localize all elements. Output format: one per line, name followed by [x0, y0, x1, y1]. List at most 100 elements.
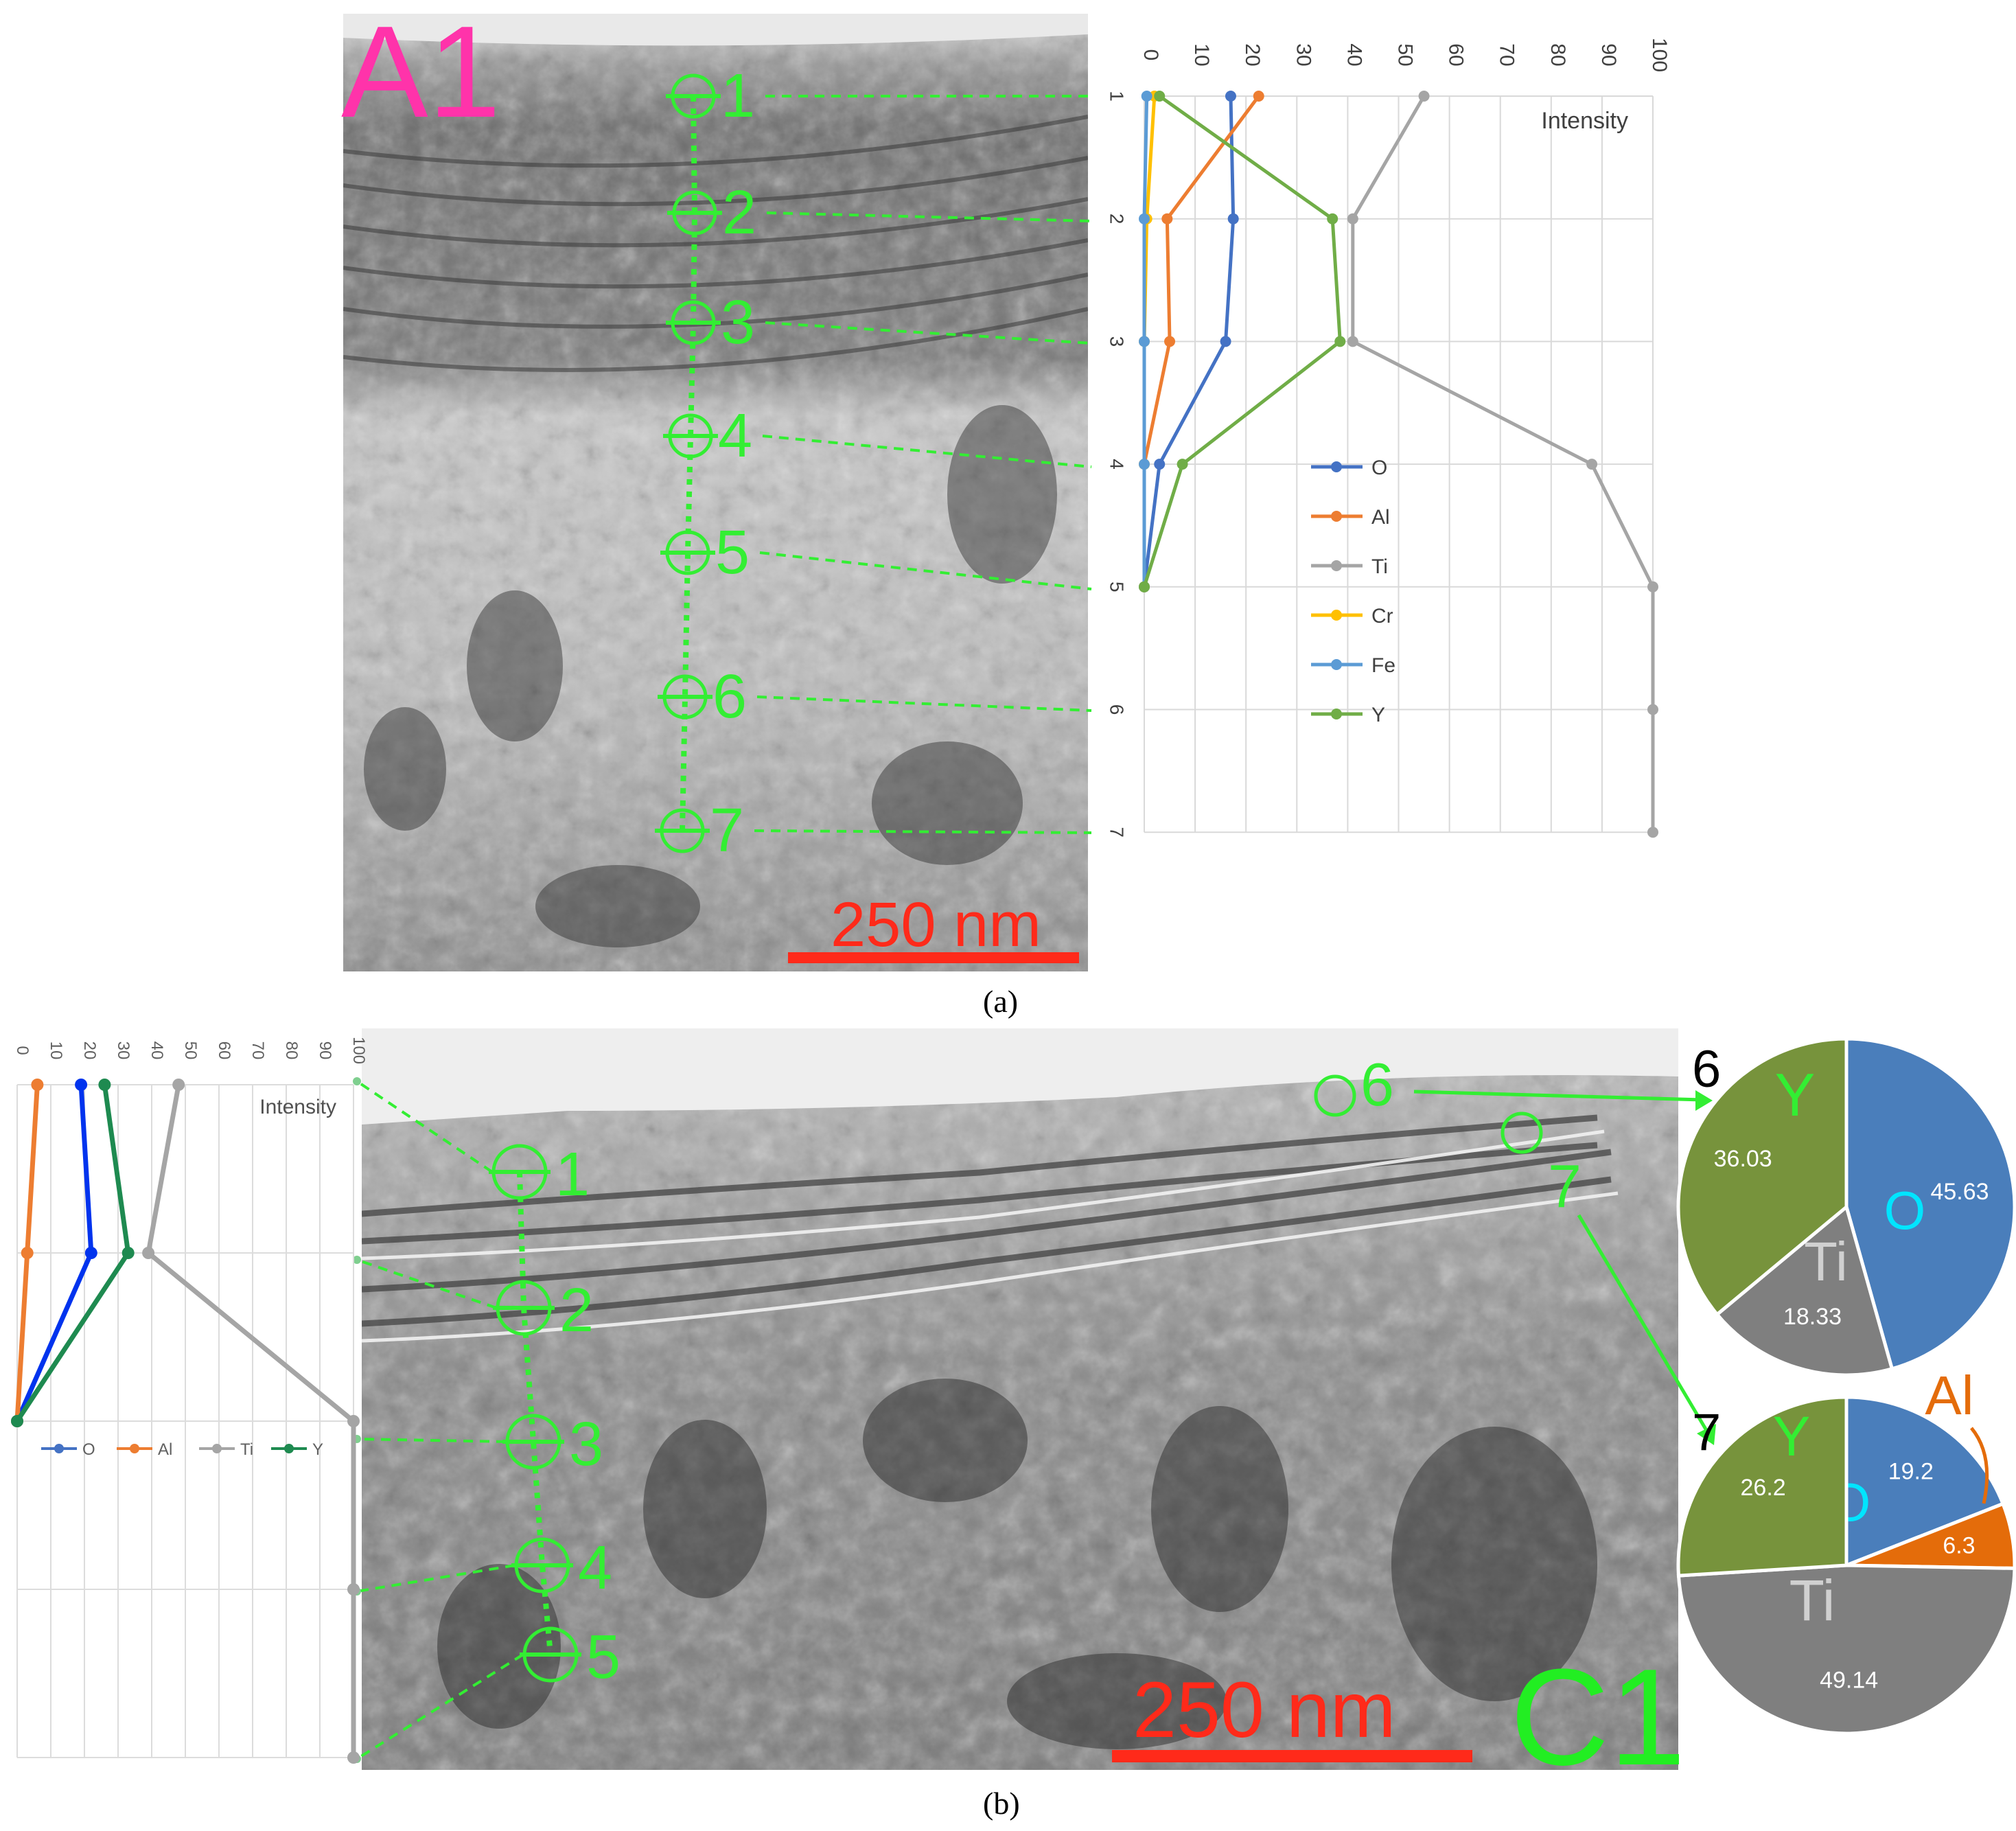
leader-line-b-4 — [356, 1564, 515, 1593]
pie-name-label-7-Al: Al — [1925, 1365, 1973, 1426]
pie-title-6: 6 — [1692, 1040, 1721, 1098]
data-point-b-Ti — [142, 1247, 155, 1259]
caption-b: (b) — [983, 1786, 1020, 1821]
data-point-a-Y — [1334, 336, 1346, 347]
measurement-points-b: 1 2 3 4 5 6 7 — [353, 1050, 1716, 1763]
data-point-b-Al — [31, 1079, 44, 1091]
x-axis-title-b: Intensity — [259, 1096, 336, 1118]
a1-label: A1 — [341, 0, 500, 145]
point-label-b-2: 2 — [559, 1276, 594, 1345]
x-tick-label-a: 100 — [1648, 38, 1671, 72]
point-label-a-6: 6 — [712, 663, 747, 731]
spot-label-6: 6 — [1360, 1050, 1394, 1118]
data-point-b-O — [84, 1247, 97, 1259]
category-label-a: 3 — [1107, 336, 1128, 347]
data-point-a-Y — [1154, 91, 1166, 102]
legend-marker-a-O — [1331, 461, 1342, 472]
legend-marker-b-Y — [284, 1444, 294, 1453]
x-tick-label-b: 90 — [316, 1041, 334, 1060]
data-point-b-Y — [98, 1079, 111, 1091]
caption-a: (a) — [983, 984, 1019, 1019]
micrograph-c1 — [362, 1028, 1678, 1770]
pie-value-label-6-Y: 36.03 — [1714, 1146, 1772, 1172]
spot-label-7: 7 — [1548, 1152, 1581, 1220]
x-tick-label-a: 10 — [1190, 43, 1213, 66]
legend-marker-a-Fe — [1331, 659, 1342, 670]
point-label-a-5: 5 — [715, 518, 750, 587]
pie-slice-7-Ti — [1676, 1563, 2016, 1736]
legend-marker-b-O — [54, 1444, 64, 1453]
legend-label-a-Y: Y — [1371, 704, 1385, 726]
data-point-b-Y — [11, 1415, 23, 1427]
data-point-a-Y — [1139, 581, 1150, 592]
pie-value-label-7-Ti: 49.14 — [1820, 1668, 1878, 1694]
data-point-b-Ti — [172, 1079, 185, 1091]
data-point-a-Fe — [1139, 213, 1150, 224]
spot-arrow-7 — [1577, 1214, 1709, 1433]
leader-line-a-2 — [766, 211, 1092, 222]
data-point-b-Ti — [347, 1583, 360, 1596]
panel-a-overlay: A1 250 nm 1 2 3 4 5 6 7 0 10 20 30 40 50 60 70 80 90 100… — [341, 0, 1671, 963]
legend-label-a-O: O — [1371, 457, 1387, 479]
leader-line-a-5 — [759, 551, 1092, 590]
point-label-a-1: 1 — [721, 62, 755, 130]
point-label-b-5: 5 — [586, 1623, 621, 1692]
data-point-a-O — [1154, 459, 1166, 470]
pie-value-label-7-Y: 26.2 — [1741, 1475, 1786, 1501]
data-point-a-Ti — [1347, 213, 1358, 224]
x-tick-label-a: 30 — [1292, 43, 1314, 66]
leader-line-a-4 — [762, 435, 1092, 468]
x-tick-label-b: 60 — [215, 1041, 233, 1060]
x-tick-label-b: 100 — [349, 1037, 368, 1064]
pie-title-7: 7 — [1692, 1403, 1721, 1462]
pie-value-label-7-Al: 6.3 — [1943, 1532, 1975, 1558]
legend-marker-a-Cr — [1331, 610, 1342, 621]
leader-line-b-5 — [356, 1653, 524, 1760]
pie-value-label-6-Ti: 18.33 — [1783, 1304, 1842, 1330]
spot-arrowhead-6 — [1695, 1090, 1713, 1111]
leader-line-a-7 — [754, 829, 1092, 834]
micrograph-c1-texture — [362, 1028, 1678, 1770]
legend-label-a-Al: Al — [1371, 506, 1390, 529]
leader-line-a-6 — [756, 695, 1092, 712]
data-point-b-Ti — [347, 1751, 360, 1764]
point-label-a-4: 4 — [718, 402, 752, 470]
data-point-a-O — [1225, 91, 1236, 102]
spot-circle-6 — [1314, 1074, 1356, 1117]
legend-marker-a-Y — [1331, 709, 1342, 719]
legend-label-b-Y: Y — [312, 1440, 323, 1459]
legend-marker-b-Al — [130, 1444, 139, 1453]
category-label-a: 2 — [1107, 214, 1128, 224]
pie-slice-7-O — [1844, 1395, 2006, 1568]
pie-name-label-7-Y: Y — [1773, 1405, 1811, 1468]
data-point-a-Fe — [1139, 336, 1150, 347]
legend-marker-a-Ti — [1331, 560, 1342, 571]
data-point-a-Fe — [1141, 91, 1152, 102]
x-tick-label-a: 20 — [1241, 43, 1264, 66]
category-label-a: 1 — [1107, 91, 1128, 102]
x-axis-title-a: Intensity — [1541, 108, 1628, 134]
data-point-a-O — [1227, 213, 1239, 224]
pie-name-label-6-Ti: Ti — [1804, 1231, 1848, 1292]
line-chart-a: 0 10 20 30 40 50 60 70 80 90 100 1 2 3 4 5 6 7 Intensity O A… — [1107, 38, 1671, 838]
x-tick-label-a: 0 — [1139, 49, 1162, 61]
micrograph-a1 — [343, 14, 1088, 971]
category-label-a: 5 — [1107, 581, 1128, 592]
x-tick-label-b: 70 — [248, 1041, 267, 1060]
point-label-b-1: 1 — [555, 1140, 590, 1209]
line-chart-b: 0 10 20 30 40 50 60 70 80 90 100 Intensity O Al Ti Y — [11, 1037, 368, 1764]
category-label-a: 4 — [1107, 459, 1128, 470]
legend-label-b-O: O — [82, 1440, 95, 1459]
scale-bar-b-label: 250 nm — [1133, 1666, 1396, 1754]
al-callout-line — [1970, 1427, 1989, 1504]
data-point-a-Ti — [1647, 827, 1658, 838]
data-point-a-Y — [1327, 213, 1339, 224]
x-tick-label-a: 70 — [1496, 43, 1518, 66]
data-point-b-Y — [121, 1247, 135, 1259]
x-tick-label-b: 50 — [181, 1041, 200, 1060]
leader-line-a-3 — [765, 321, 1092, 345]
leader-end-b-1 — [353, 1077, 361, 1085]
x-tick-label-a: 40 — [1343, 43, 1365, 66]
measurement-points-a: 1 2 3 4 5 6 7 — [655, 62, 1092, 865]
